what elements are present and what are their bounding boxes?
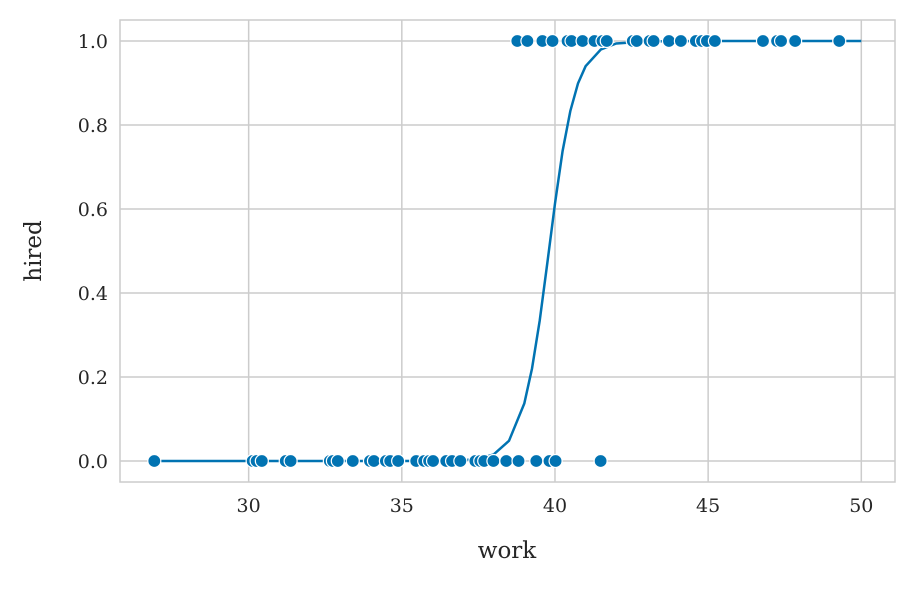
y-tick-label: 0.6: [78, 199, 108, 221]
data-point: [520, 33, 535, 49]
data-point: [673, 33, 688, 49]
data-point: [575, 33, 590, 49]
plot-area: [120, 20, 895, 482]
data-point: [545, 33, 560, 49]
data-point: [453, 453, 468, 469]
data-point: [486, 453, 501, 469]
data-point: [661, 33, 677, 49]
data-point: [254, 453, 269, 469]
x-axis-label: work: [478, 538, 538, 564]
data-point: [147, 453, 162, 469]
x-tick-label: 50: [849, 495, 873, 517]
data-point: [283, 453, 298, 469]
data-point: [629, 33, 644, 49]
data-point: [499, 453, 514, 469]
y-tick-label: 1.0: [78, 31, 108, 53]
data-point: [345, 453, 360, 469]
data-point: [391, 453, 406, 469]
data-point: [755, 33, 771, 49]
data-point: [707, 33, 722, 49]
data-point: [425, 453, 441, 469]
data-point: [593, 453, 608, 469]
data-point: [788, 33, 803, 49]
x-tick-label: 35: [390, 495, 414, 517]
data-point: [548, 453, 563, 469]
x-tick-label: 40: [543, 495, 567, 517]
data-point: [366, 453, 382, 469]
y-tick-label: 0.0: [78, 451, 108, 473]
plot-frame: [119, 19, 896, 483]
data-point: [832, 33, 847, 49]
data-point: [330, 453, 345, 469]
y-tick-label: 0.2: [78, 367, 108, 389]
x-tick-label: 30: [237, 495, 261, 517]
x-tick-label: 45: [696, 495, 720, 517]
data-points: [147, 33, 847, 469]
data-point: [773, 33, 789, 49]
y-tick-label: 0.8: [78, 115, 108, 137]
tick-labels: 30 35 40 45 50 0.0 0.2 0.4 0.6 0.8 1.0: [78, 31, 874, 517]
data-point: [646, 33, 661, 49]
data-point: [511, 453, 526, 469]
data-point: [599, 33, 614, 49]
y-axis-label: hired: [21, 220, 47, 282]
data-point: [529, 453, 544, 469]
y-tick-label: 0.4: [78, 283, 108, 305]
